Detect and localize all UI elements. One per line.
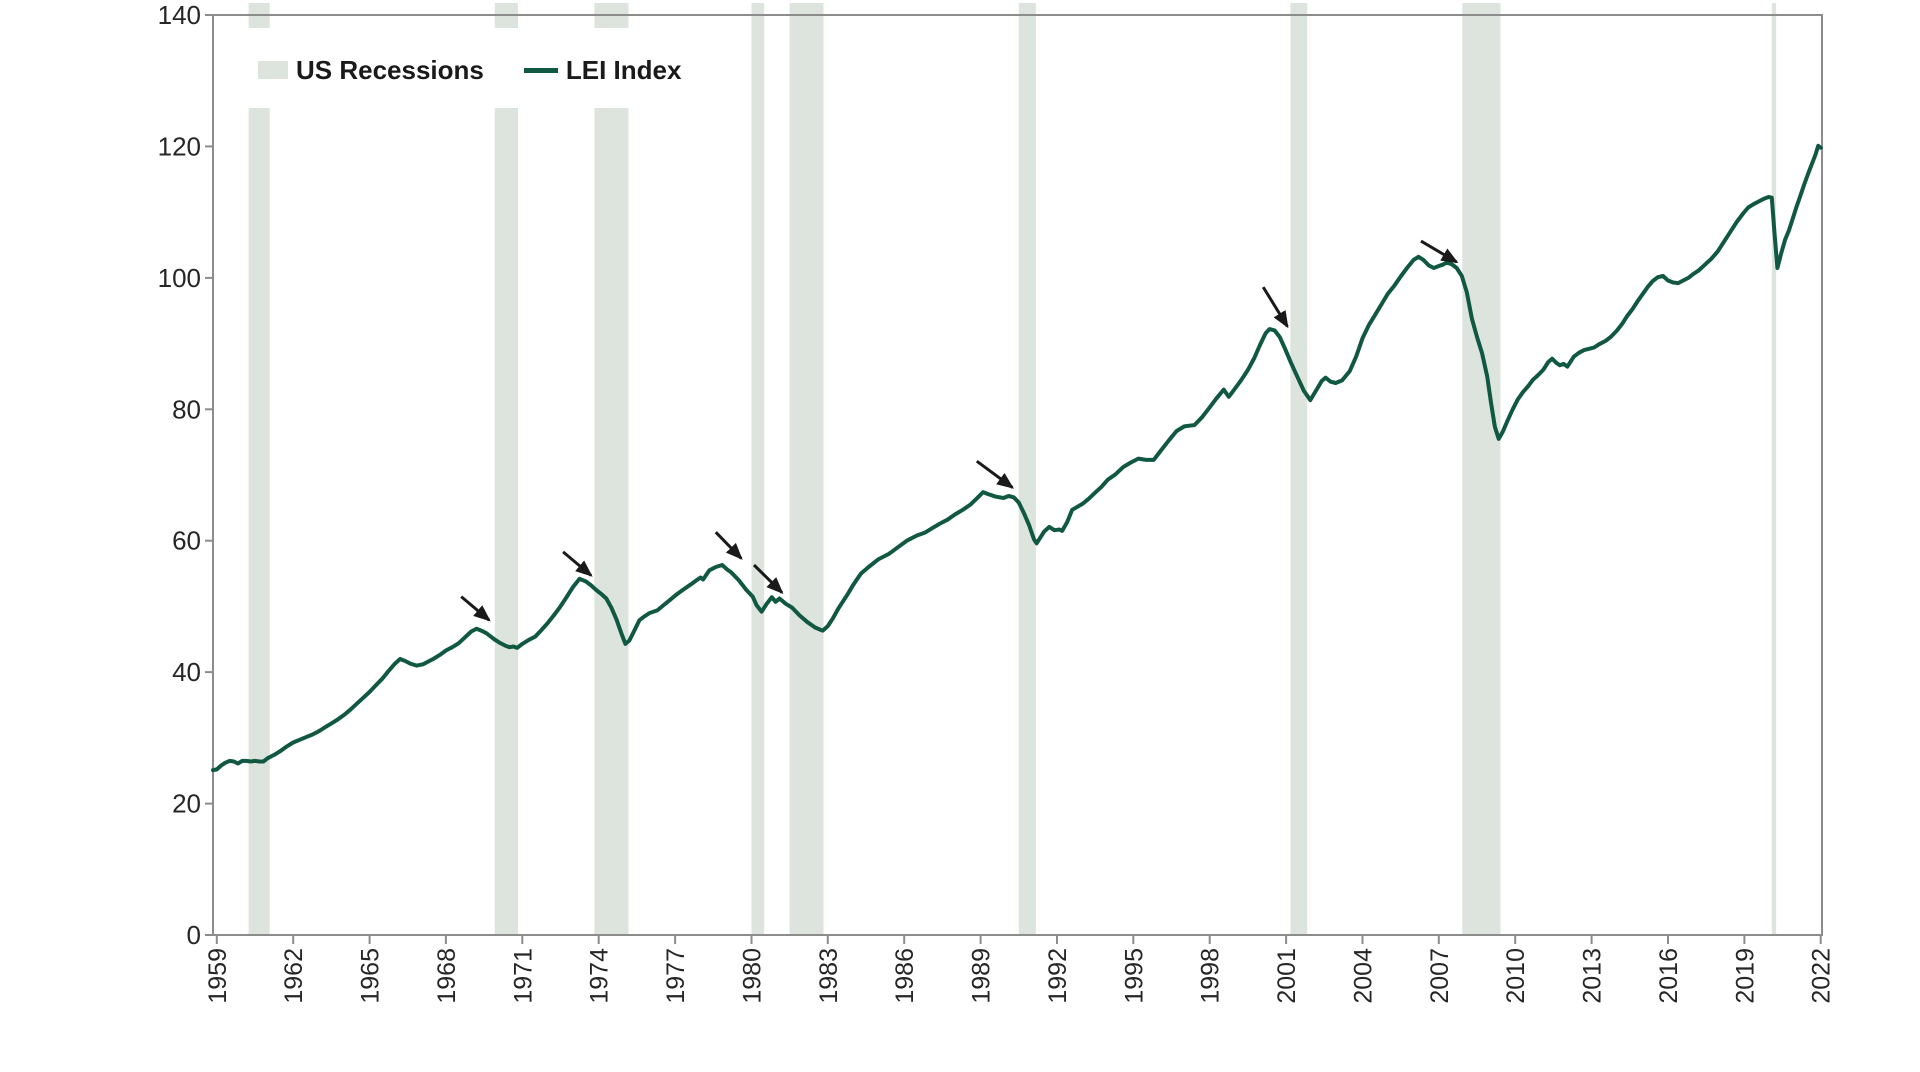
recession-band [494,3,518,935]
recession-swatch-icon [258,61,288,79]
peak-arrow-annotation [562,550,593,577]
recession-band [751,3,765,935]
legend-backdrop [240,28,695,108]
x-tick-label: 2010 [1502,948,1530,1004]
y-tick-label: 20 [172,789,201,819]
peak-arrow-annotation [752,563,784,595]
recession-band [248,3,270,935]
legend: US Recessions LEI Index [258,54,681,86]
peak-arrow-annotation [460,595,491,622]
legend-recessions-label: US Recessions [296,54,484,85]
y-tick-label: 100 [158,263,201,293]
x-tick-label: 1977 [662,948,690,1004]
y-tick-label: 0 [187,920,201,950]
legend-item-recessions: US Recessions [258,55,484,86]
legend-lei-label: LEI Index [565,54,682,85]
lei-index-line [211,143,1823,773]
x-tick-label: 2007 [1426,948,1454,1004]
peak-arrow-annotation [714,531,743,560]
recession-band [1771,3,1777,935]
x-tick-label: 2013 [1579,948,1607,1004]
x-tick-label: 1995 [1120,948,1148,1004]
x-tick-label: 1968 [433,948,461,1004]
x-tick-label: 2001 [1273,948,1301,1004]
x-tick-label: 1992 [1044,948,1072,1004]
recession-band [1018,3,1036,935]
x-tick-label: 1980 [739,948,767,1004]
peak-arrow-annotation [1261,286,1289,329]
y-tick-label: 60 [172,526,201,556]
y-tick-label: 140 [158,0,201,30]
x-tick-label: 1971 [509,948,537,1004]
legend-item-lei: LEI Index [523,54,682,86]
y-tick-label: 80 [172,394,201,424]
x-tick-label: 1962 [280,948,308,1004]
recession-band [789,3,824,935]
x-tick-label: 2022 [1808,948,1836,1004]
x-tick-label: 2019 [1731,948,1759,1004]
x-tick-label: 1989 [968,948,996,1004]
x-tick-label: 1959 [204,948,232,1004]
plot-border [212,14,1823,936]
x-tick-label: 1998 [1197,948,1225,1004]
x-tick-label: 2016 [1655,948,1683,1004]
y-tick-label: 40 [172,657,201,687]
x-tick-label: 1974 [586,948,614,1004]
y-tick-label: 120 [158,131,201,161]
x-tick-label: 1986 [891,948,919,1004]
x-tick-label: 1965 [357,948,385,1004]
x-tick-label: 1983 [815,948,843,1004]
recession-band [594,3,629,935]
recession-band [1290,3,1308,935]
peak-arrow-annotation [1420,239,1459,264]
lei-line-swatch-icon [523,67,558,73]
x-tick-label: 2004 [1350,948,1378,1004]
peak-arrow-annotation [975,459,1015,489]
recession-band [1462,3,1501,935]
